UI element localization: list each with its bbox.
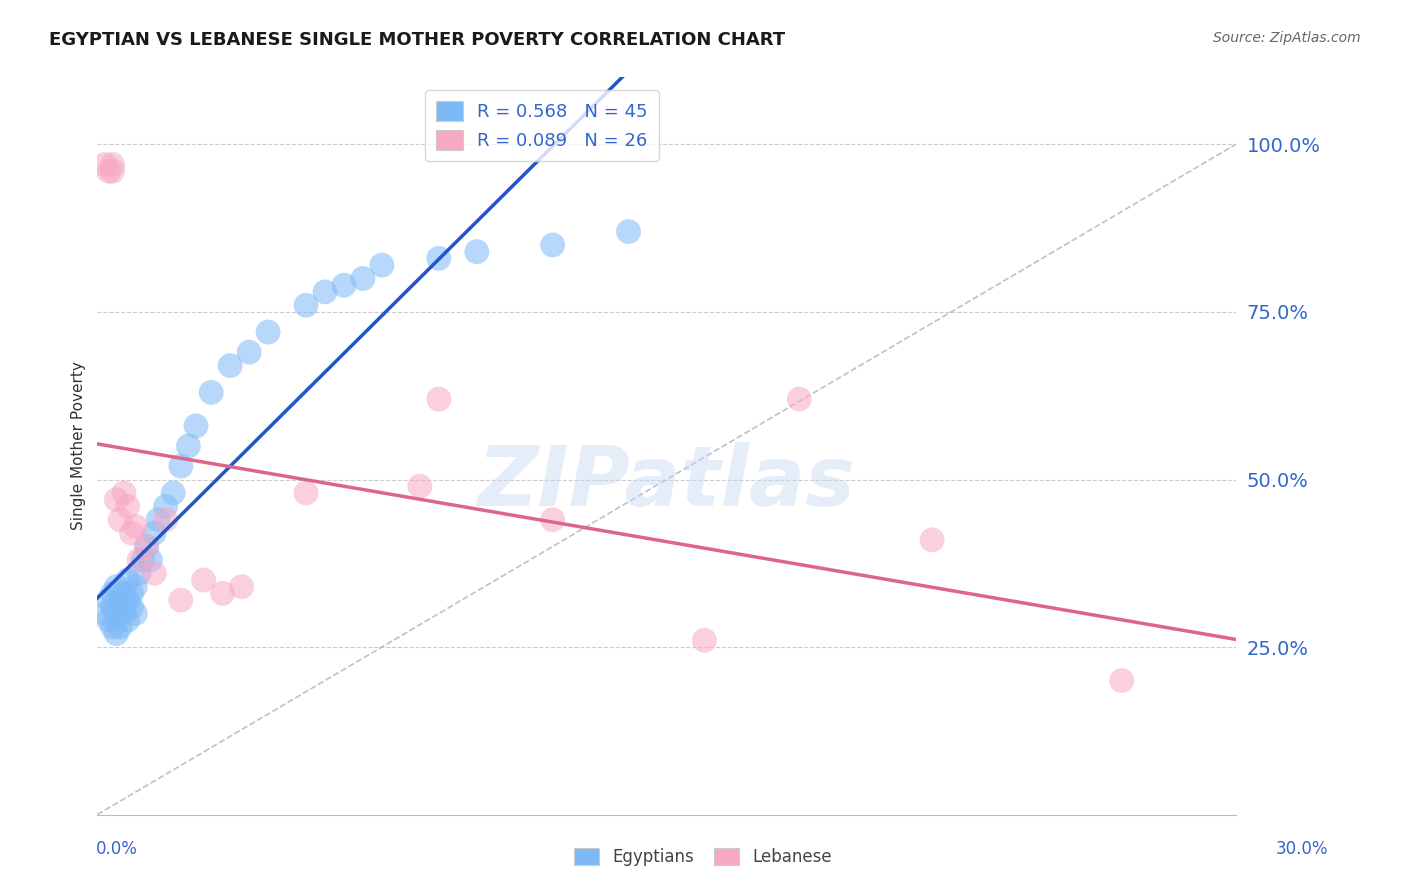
Point	[105, 607, 128, 621]
Legend: R = 0.568   N = 45, R = 0.089   N = 26: R = 0.568 N = 45, R = 0.089 N = 26	[425, 90, 659, 161]
Point	[693, 633, 716, 648]
Point	[101, 620, 124, 634]
Point	[135, 540, 157, 554]
Point	[787, 392, 810, 406]
Point	[101, 157, 124, 171]
Point	[231, 580, 253, 594]
Point	[314, 285, 336, 299]
Point	[124, 580, 146, 594]
Point	[170, 593, 193, 607]
Point	[921, 533, 943, 547]
Point	[143, 526, 166, 541]
Text: 30.0%: 30.0%	[1277, 840, 1329, 858]
Point	[371, 258, 394, 272]
Point	[155, 513, 177, 527]
Point	[112, 607, 135, 621]
Point	[143, 566, 166, 581]
Point	[112, 586, 135, 600]
Point	[1111, 673, 1133, 688]
Legend: Egyptians, Lebanese: Egyptians, Lebanese	[567, 841, 839, 873]
Point	[124, 519, 146, 533]
Point	[352, 271, 374, 285]
Point	[121, 526, 143, 541]
Point	[427, 252, 450, 266]
Point	[105, 492, 128, 507]
Point	[465, 244, 488, 259]
Point	[541, 513, 564, 527]
Point	[295, 298, 318, 312]
Point	[105, 626, 128, 640]
Point	[124, 607, 146, 621]
Point	[108, 513, 131, 527]
Point	[112, 486, 135, 500]
Point	[132, 553, 155, 567]
Point	[101, 599, 124, 614]
Point	[101, 164, 124, 178]
Point	[139, 553, 162, 567]
Point	[617, 225, 640, 239]
Point	[97, 593, 120, 607]
Point	[295, 486, 318, 500]
Point	[94, 607, 117, 621]
Y-axis label: Single Mother Poverty: Single Mother Poverty	[72, 361, 86, 531]
Point	[146, 513, 169, 527]
Point	[108, 620, 131, 634]
Point	[117, 613, 139, 627]
Point	[427, 392, 450, 406]
Point	[108, 593, 131, 607]
Point	[121, 599, 143, 614]
Point	[94, 157, 117, 171]
Point	[162, 486, 184, 500]
Point	[117, 593, 139, 607]
Text: Source: ZipAtlas.com: Source: ZipAtlas.com	[1213, 31, 1361, 45]
Point	[219, 359, 242, 373]
Point	[184, 418, 207, 433]
Point	[128, 566, 150, 581]
Point	[128, 553, 150, 567]
Text: ZIPatlas: ZIPatlas	[478, 442, 855, 524]
Point	[257, 325, 280, 339]
Point	[170, 459, 193, 474]
Point	[541, 238, 564, 252]
Point	[200, 385, 222, 400]
Point	[135, 540, 157, 554]
Point	[155, 500, 177, 514]
Point	[193, 573, 215, 587]
Point	[238, 345, 260, 359]
Text: EGYPTIAN VS LEBANESE SINGLE MOTHER POVERTY CORRELATION CHART: EGYPTIAN VS LEBANESE SINGLE MOTHER POVER…	[49, 31, 786, 49]
Point	[97, 613, 120, 627]
Point	[409, 479, 432, 493]
Point	[101, 586, 124, 600]
Point	[117, 500, 139, 514]
Point	[177, 439, 200, 453]
Point	[333, 278, 356, 293]
Point	[112, 599, 135, 614]
Point	[105, 580, 128, 594]
Point	[211, 586, 233, 600]
Point	[121, 586, 143, 600]
Text: 0.0%: 0.0%	[96, 840, 138, 858]
Point	[97, 164, 120, 178]
Point	[117, 573, 139, 587]
